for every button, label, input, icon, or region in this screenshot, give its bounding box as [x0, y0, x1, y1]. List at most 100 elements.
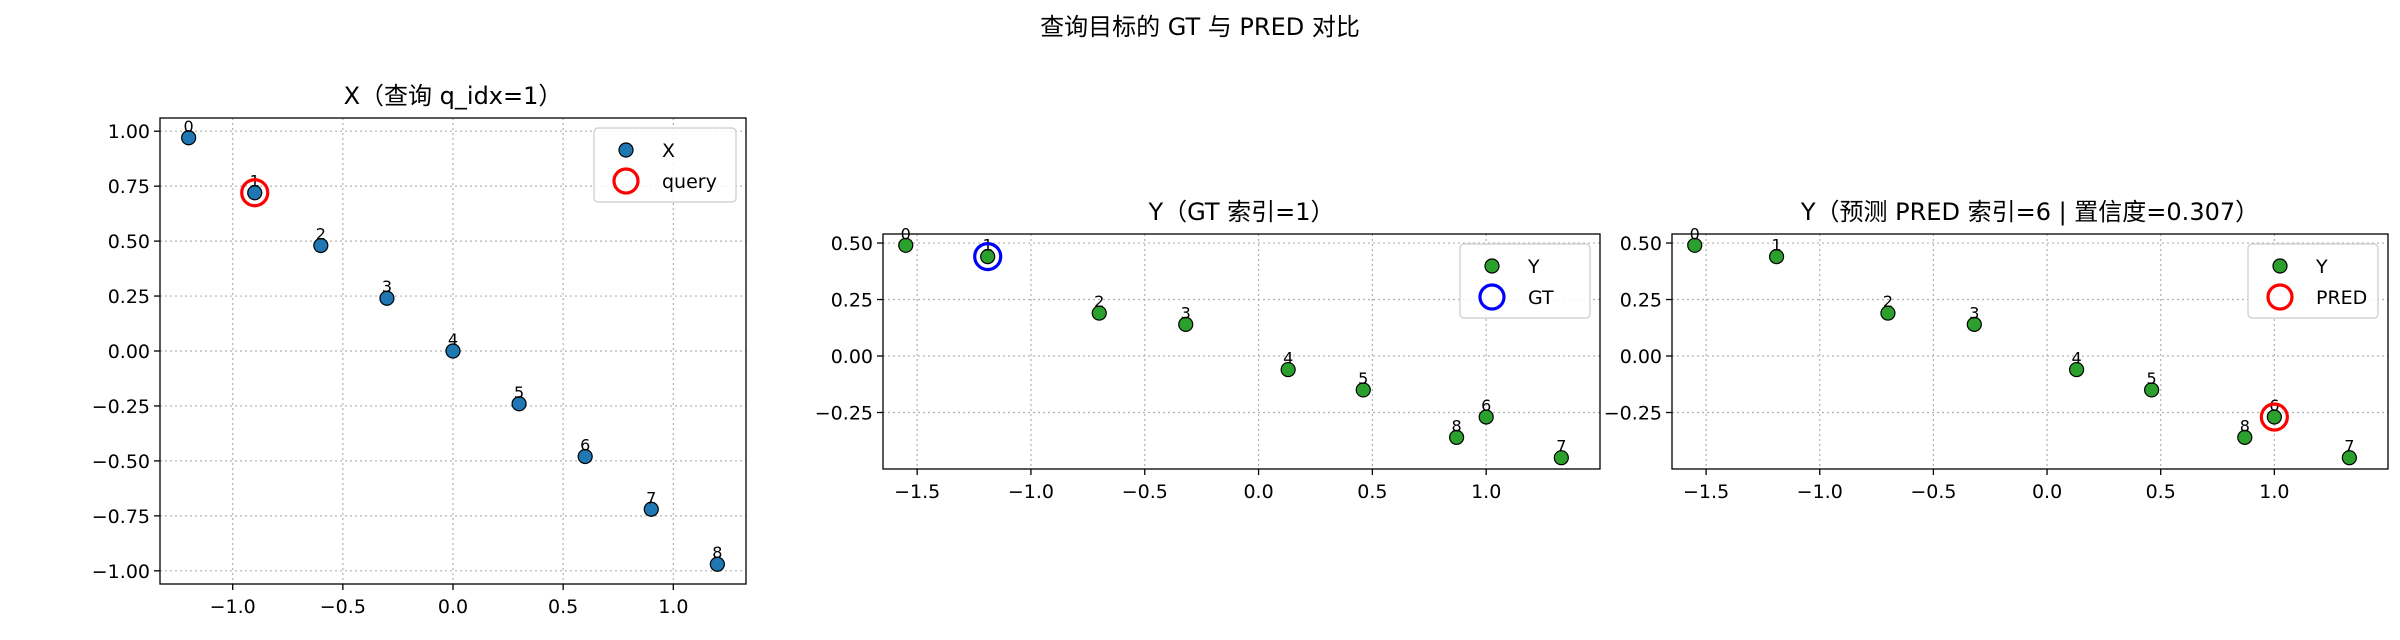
data-point	[1966, 316, 1982, 332]
data-point	[1880, 305, 1896, 321]
legend-ring-marker	[2266, 283, 2294, 311]
data-point	[1478, 409, 1494, 425]
data-point	[980, 248, 996, 265]
x-tick-label: −0.5	[1122, 481, 1168, 503]
x-tick-label: −0.5	[1910, 481, 1956, 503]
data-point	[1687, 237, 1703, 253]
x-tick-label: 0.5	[1357, 481, 1387, 503]
point-index-label: 3	[382, 277, 392, 296]
y-tick-label: 0.25	[1620, 290, 1662, 312]
legend-point-marker	[2272, 258, 2288, 274]
legend-box	[1459, 243, 1591, 319]
plot-frame	[882, 233, 1601, 470]
point-index-label: 0	[1690, 224, 1700, 243]
y-tick-label: −0.25	[92, 396, 150, 418]
x-tick-label: −1.5	[1683, 481, 1729, 503]
point-index-label: 7	[2344, 437, 2354, 456]
point-index-label: 7	[646, 488, 656, 507]
y-tick-label: −1.00	[92, 561, 150, 583]
x-tick-label: 0.5	[2146, 481, 2176, 503]
y-tick-label: −0.25	[815, 403, 873, 425]
data-point	[2068, 361, 2085, 378]
point-index-label: 6	[580, 436, 590, 455]
legend-series-label: X	[662, 140, 675, 162]
y-tick-label: 0.50	[831, 233, 873, 255]
chart-panel-1: X（查询 q_idx=1） −1.0 −0.5 0.0 0.5 1.0 1.00 0.75 0.…	[92, 82, 747, 618]
legend-ring-marker	[612, 167, 640, 195]
point-index-label: 8	[712, 543, 722, 562]
point-index-label: 0	[901, 224, 911, 243]
point-index-label: 5	[2147, 369, 2157, 388]
point-index-label: 5	[514, 383, 524, 402]
point-index-label: 3	[1969, 303, 1979, 322]
x-tick-label: −1.5	[894, 481, 940, 503]
y-tick-label: 0.00	[1620, 346, 1662, 368]
data-point	[898, 237, 914, 253]
data-point	[445, 343, 461, 359]
point-index-label: 2	[1094, 292, 1104, 311]
legend-point-marker	[1484, 258, 1500, 274]
point-index-label: 4	[2072, 349, 2082, 368]
chart-panel-3: Y（预测 PRED 索引=6 | 置信度=0.307） −1.5 −1.0 −0.5 0…	[1604, 198, 2389, 503]
data-point	[1448, 429, 1465, 445]
point-index-label: 2	[1883, 292, 1893, 311]
point-index-label: 2	[316, 224, 326, 243]
data-point	[1280, 361, 1296, 378]
data-point	[1178, 316, 1194, 332]
data-point	[2266, 409, 2282, 425]
data-point	[709, 556, 725, 572]
x-tick-label: 0.5	[548, 596, 578, 618]
point-index-label: 8	[2240, 416, 2250, 435]
y-tick-label: −0.50	[92, 451, 150, 473]
data-point	[1768, 248, 1785, 265]
point-index-label: 7	[1556, 437, 1566, 456]
point-index-label: 4	[1283, 349, 1293, 368]
legend-ring-marker	[1478, 283, 1506, 311]
legend: Y PRED	[2247, 243, 2379, 319]
y-tick-label: −0.25	[1604, 403, 1662, 425]
point-index-label: 0	[184, 117, 194, 136]
highlight-ring	[973, 241, 1003, 272]
y-tick-label: 0.50	[1620, 233, 1662, 255]
figure-suptitle: 查询目标的 GT 与 PRED 对比	[1040, 13, 1360, 41]
data-point	[2144, 382, 2160, 398]
data-point	[577, 448, 593, 465]
x-tick-label: 1.0	[658, 596, 688, 618]
data-point	[2237, 429, 2253, 445]
data-point	[643, 501, 659, 517]
y-tick-label: 0.75	[108, 176, 150, 198]
x-tick-label: −0.5	[320, 596, 366, 618]
x-tick-label: 1.0	[2259, 481, 2289, 503]
point-index-label: 1	[1771, 236, 1781, 255]
chart-title: X（查询 q_idx=1）	[344, 82, 563, 110]
legend-series-label: Y	[2315, 256, 2328, 278]
y-tick-label: −0.75	[92, 506, 150, 528]
y-tick-label: 0.50	[108, 231, 150, 253]
chart-panel-2: Y（GT 索引=1） −1.5 −1.0 −0.5 0.0 0.5 1.0 0.50 0.25 0…	[815, 198, 1601, 503]
legend: Y GT	[1459, 243, 1591, 319]
point-index-label: 8	[1452, 416, 1462, 435]
x-tick-label: −1.0	[1797, 481, 1843, 503]
y-tick-label: 0.25	[831, 290, 873, 312]
data-point	[181, 130, 197, 146]
data-point	[379, 290, 395, 306]
x-tick-label: −1.0	[210, 596, 256, 618]
data-point	[1553, 450, 1569, 466]
legend-highlight-label: query	[662, 171, 717, 193]
legend-point-marker	[618, 142, 634, 158]
x-tick-label: 0.0	[2032, 481, 2062, 503]
y-tick-label: 0.25	[108, 286, 150, 308]
y-tick-label: 0.00	[831, 346, 873, 368]
highlight-ring	[2259, 402, 2289, 432]
x-tick-label: −1.0	[1008, 481, 1054, 503]
legend-series-label: Y	[1527, 256, 1540, 278]
legend-highlight-label: PRED	[2316, 287, 2367, 309]
point-index-label: 4	[448, 330, 458, 349]
plot-frame	[1671, 233, 2389, 470]
chart-title: Y（GT 索引=1）	[1147, 198, 1334, 226]
chart-title: Y（预测 PRED 索引=6 | 置信度=0.307）	[1800, 198, 2259, 226]
data-point	[511, 396, 527, 412]
data-point	[2341, 450, 2357, 466]
data-point	[313, 237, 329, 254]
